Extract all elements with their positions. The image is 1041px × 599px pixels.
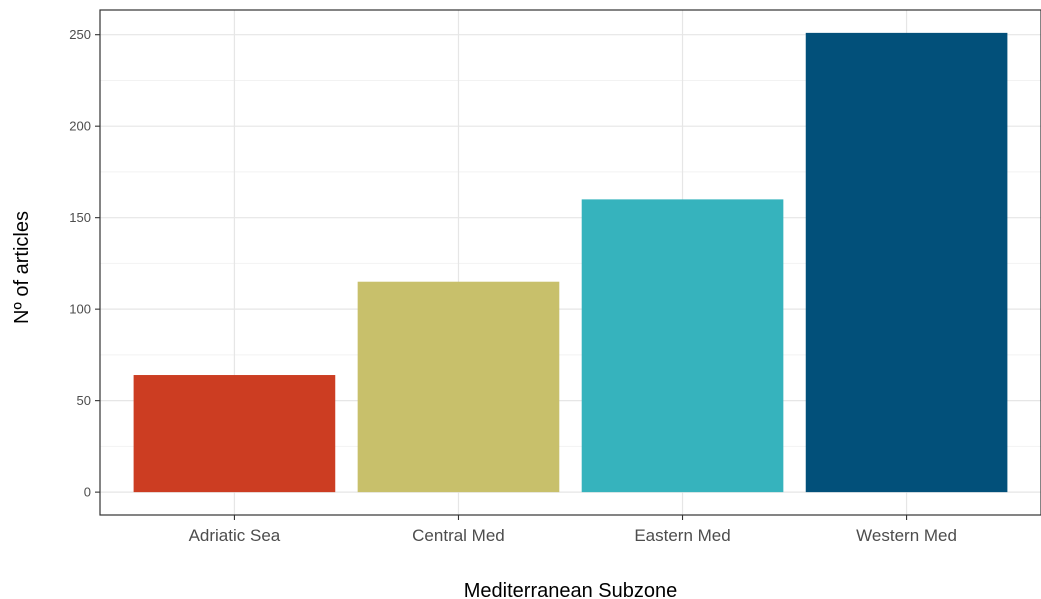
y-axis: 0 50 100 150 200 250: [69, 27, 100, 500]
bar: [581, 199, 784, 493]
x-axis: Adriatic Sea Central Med Eastern Med Wester…: [189, 515, 957, 545]
bar: [133, 375, 336, 493]
y-tick-label: 200: [69, 119, 91, 134]
y-tick-label: 250: [69, 27, 91, 42]
x-tick-label: Adriatic Sea: [189, 526, 281, 545]
bar: [805, 32, 1008, 493]
bar: [357, 281, 560, 493]
y-axis-title: Nº of articles: [11, 211, 33, 324]
x-tick-label: Western Med: [856, 526, 957, 545]
y-tick-label: 50: [77, 393, 91, 408]
y-tick-label: 150: [69, 210, 91, 225]
panel-border: [99, 9, 1041, 516]
bars-group: [133, 32, 1008, 493]
y-tick-label: 100: [69, 302, 91, 317]
x-axis-title: Mediterranean Subzone: [464, 580, 677, 599]
x-tick-label: Central Med: [412, 526, 505, 545]
x-tick-label: Eastern Med: [634, 526, 730, 545]
y-tick-label: 0: [84, 485, 91, 500]
